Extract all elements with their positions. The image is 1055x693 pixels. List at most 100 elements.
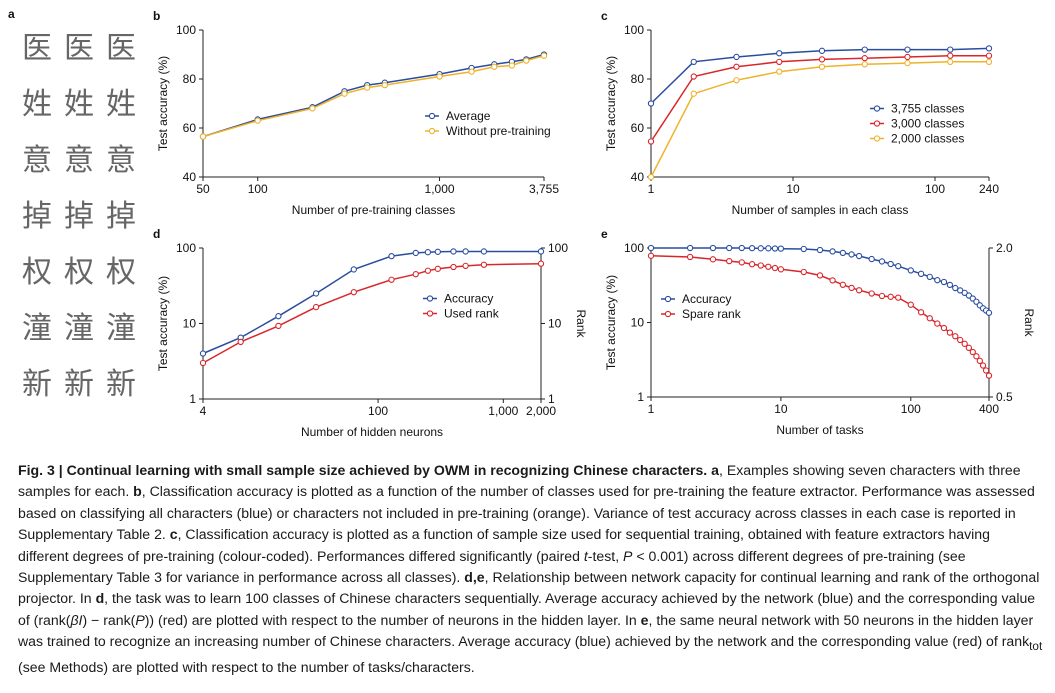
data-point [904, 53, 911, 61]
character-sample: 姓 [106, 87, 136, 122]
data-point [907, 267, 914, 274]
data-point [388, 276, 395, 283]
x-tick-label: 1,000 [488, 404, 518, 418]
character-sample: 姓 [64, 87, 94, 122]
character-sample: 潼 [106, 311, 136, 346]
caption-run: < 0.001) across different degrees of pre… [18, 547, 966, 586]
y-axis-title: Test accuracy (%) [156, 276, 170, 371]
character-sample: 意 [22, 143, 52, 178]
caption-run: )) (red) are plotted with respect to the… [144, 611, 641, 628]
data-point [733, 53, 740, 61]
data-point [965, 344, 973, 351]
y-axis-title: Test accuracy (%) [156, 56, 170, 151]
data-point [757, 245, 764, 252]
data-point [771, 245, 779, 252]
data-point [985, 45, 993, 52]
x-axis-title: Number of pre-training classes [292, 203, 455, 217]
data-point [868, 255, 875, 263]
legend-label: Spare rank [682, 307, 742, 321]
legend-label: 2,000 classes [891, 132, 964, 146]
data-point [976, 357, 983, 364]
x-tick-label: 100 [248, 182, 268, 196]
data-point [887, 260, 894, 268]
data-point [381, 81, 388, 89]
data-point [917, 309, 925, 316]
data-point [800, 268, 807, 276]
data-point [904, 46, 911, 53]
data-point [199, 133, 207, 140]
data-point [450, 263, 457, 271]
data-point [309, 105, 316, 112]
data-point [237, 338, 244, 346]
data-point [726, 244, 733, 252]
data-point [818, 56, 826, 63]
character-sample: 医 [106, 31, 136, 66]
data-point [738, 244, 745, 252]
data-point [917, 270, 925, 277]
data-point [934, 277, 941, 284]
data-point [855, 252, 863, 260]
data-point [738, 259, 745, 266]
character-sample: 新 [22, 367, 52, 402]
data-point [839, 281, 847, 288]
data-point [907, 301, 914, 308]
data-point [450, 248, 457, 255]
data-point [748, 245, 756, 252]
data-point [985, 52, 993, 59]
character-sample: 新 [106, 367, 136, 402]
caption-run: ) − rank( [82, 611, 136, 628]
caption-run: βI [70, 611, 83, 628]
y2-axis-title: Rank [574, 309, 588, 338]
y-tick-label: 100 [624, 23, 644, 37]
data-point [926, 315, 933, 322]
character-sample: 权 [22, 255, 52, 290]
data-point [523, 57, 530, 64]
data-point [800, 245, 807, 253]
y2-tick-label: 10 [548, 317, 562, 331]
data-point [350, 289, 357, 296]
data-point [952, 333, 959, 340]
legend-swatch [428, 112, 436, 120]
character-sample: 潼 [22, 311, 52, 346]
data-point [940, 278, 948, 286]
character-sample: 权 [106, 255, 136, 290]
character-sample: 姓 [22, 87, 52, 122]
data-point [829, 277, 836, 284]
data-point [733, 77, 740, 84]
data-point [982, 367, 990, 374]
legend-swatch [873, 120, 881, 127]
data-point [757, 262, 764, 269]
caption-run: d [95, 590, 105, 607]
y-tick-label: 100 [624, 241, 644, 255]
data-point [412, 249, 419, 257]
data-point [690, 58, 697, 65]
data-point [436, 73, 443, 80]
data-point [199, 359, 207, 367]
x-tick-label: 2,000 [526, 404, 556, 418]
data-point [973, 353, 980, 360]
character-sample: 权 [64, 255, 94, 290]
data-point [647, 138, 655, 145]
y-tick-label: 10 [631, 316, 645, 330]
data-point [686, 244, 694, 252]
panel-label: b [153, 9, 160, 23]
data-point [508, 62, 516, 69]
legend-swatch [426, 295, 434, 302]
data-point [839, 249, 847, 257]
data-point [480, 261, 488, 268]
data-point [829, 248, 836, 255]
y-tick-label: 1 [189, 392, 196, 406]
data-point [947, 58, 954, 65]
caption-run: , Classification accuracy is plotted as … [18, 526, 990, 564]
caption-run: t [583, 547, 588, 564]
x-tick-label: 100 [901, 402, 921, 416]
y-tick-label: 60 [631, 121, 645, 135]
legend-swatch [426, 310, 434, 317]
x-axis-title: Number of hidden neurons [301, 425, 443, 439]
data-point [947, 46, 954, 53]
data-point [952, 284, 959, 292]
caption-run: tot [1029, 640, 1043, 654]
data-point [647, 100, 655, 107]
caption-run: Fig. 3 | Continual learning with small s… [18, 462, 719, 478]
data-point [776, 68, 783, 75]
